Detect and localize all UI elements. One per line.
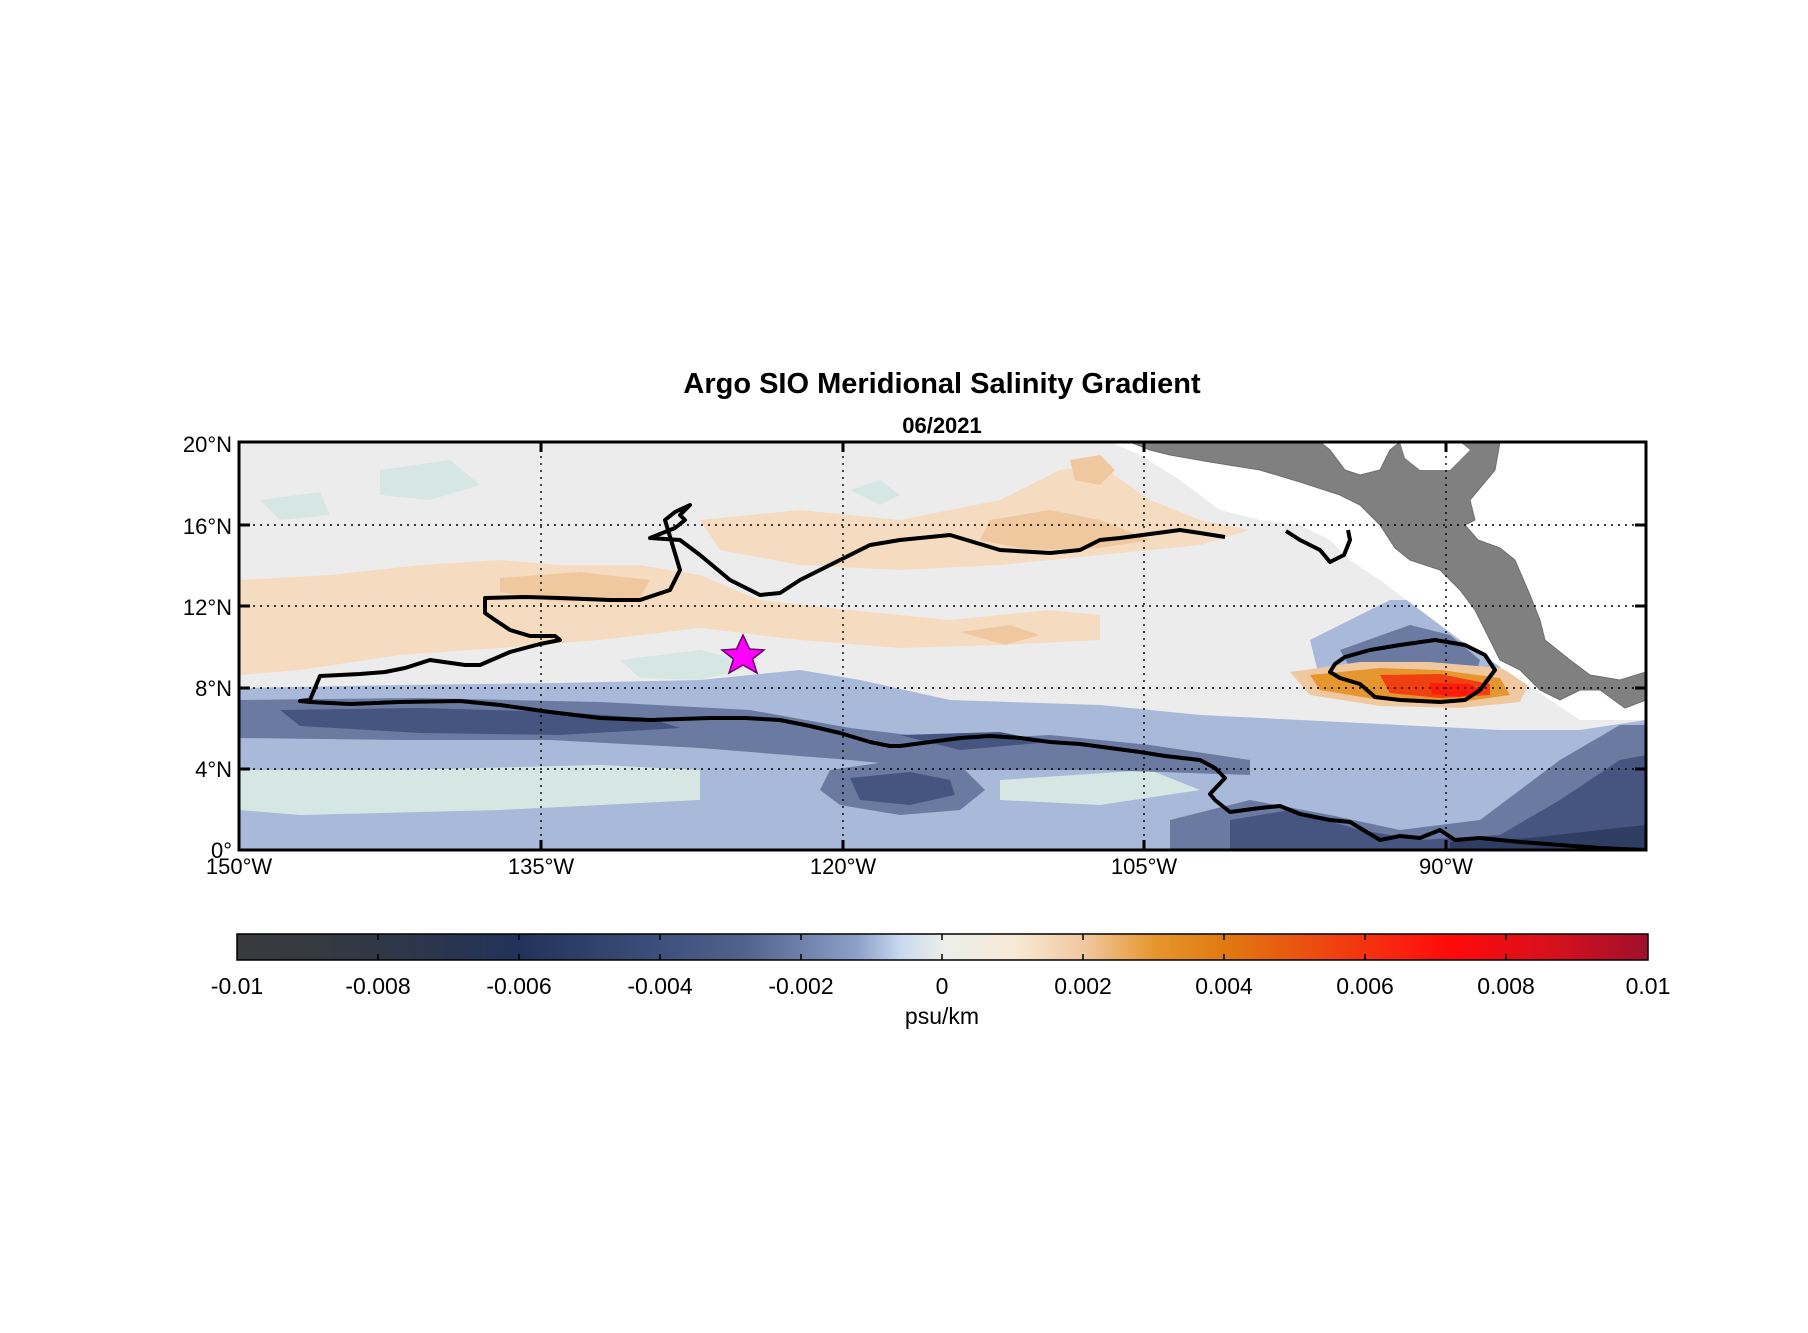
colorbar-tick-label: -0.008 — [345, 973, 410, 999]
lon-tick-label: 150°W — [206, 854, 273, 879]
colorbar-tick-label: 0.004 — [1195, 973, 1253, 999]
colorbar-tick-label: -0.01 — [211, 973, 263, 999]
colorbar-tick-label: 0.008 — [1477, 973, 1535, 999]
chart-title: Argo SIO Meridional Salinity Gradient — [683, 368, 1201, 400]
lon-tick-label: 120°W — [810, 854, 877, 879]
salinity-gradient-field — [239, 442, 1646, 850]
lat-tick-label: 12°N — [183, 595, 232, 620]
colorbar-tick-label: 0.006 — [1336, 973, 1394, 999]
colorbar-ticks — [377, 934, 1507, 960]
lon-tick-label: 105°W — [1111, 854, 1178, 879]
location-star-marker — [719, 633, 767, 675]
lat-tick-label: 0° — [211, 838, 232, 863]
lon-tick-label: 90°W — [1419, 854, 1473, 879]
colorbar-tick-label: -0.006 — [486, 973, 551, 999]
colorbar-tick-label: 0.01 — [1626, 973, 1671, 999]
colorbar-unit-label: psu/km — [905, 1003, 979, 1029]
lat-tick-label: 4°N — [195, 757, 232, 782]
graticule — [239, 442, 1646, 850]
colorbar-tick-label: -0.004 — [627, 973, 692, 999]
colorbar-tick-label: 0 — [936, 973, 949, 999]
lon-tick-label: 135°W — [508, 854, 575, 879]
tick-marks — [239, 442, 1646, 850]
lat-tick-label: 20°N — [183, 432, 232, 457]
lat-tick-label: 16°N — [183, 514, 232, 539]
colorbar-tick-label: 0.002 — [1054, 973, 1112, 999]
colorbar-tick-label: -0.002 — [768, 973, 833, 999]
chart-subtitle: 06/2021 — [902, 413, 982, 438]
lat-tick-label: 8°N — [195, 676, 232, 701]
map-frame — [237, 440, 1648, 852]
contour-lines — [298, 503, 1646, 850]
